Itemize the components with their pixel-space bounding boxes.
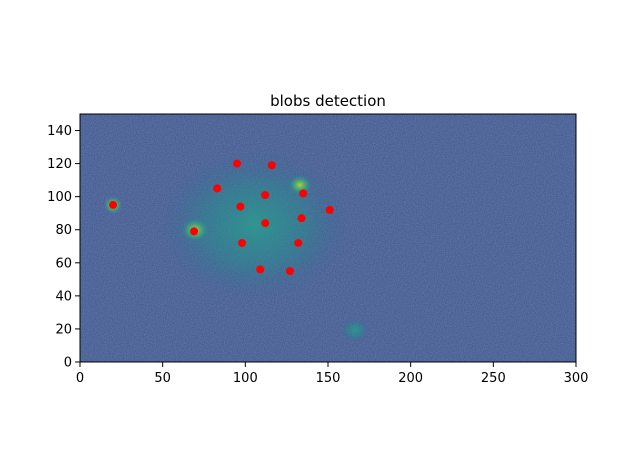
y-tick-label: 120 — [47, 157, 72, 172]
blob-point — [325, 205, 334, 214]
y-tick-label: 0 — [64, 356, 72, 371]
x-tick-label: 250 — [481, 371, 506, 386]
y-tick-label: 100 — [47, 190, 72, 205]
blob-point — [299, 189, 308, 198]
blob-point — [233, 159, 242, 168]
x-tick-label: 0 — [76, 371, 84, 386]
chart-title: blobs detection — [270, 92, 386, 110]
heatmap-image — [80, 114, 576, 362]
x-tick-label: 150 — [316, 371, 341, 386]
blob-point — [238, 238, 247, 247]
blob-point — [109, 200, 118, 209]
y-axis: 0 20 40 60 80 100 120 140 — [47, 124, 80, 371]
x-tick-label: 200 — [398, 371, 423, 386]
y-tick-label: 140 — [47, 124, 72, 139]
blob-point — [267, 161, 276, 170]
blob-point — [261, 219, 270, 228]
x-tick-label: 300 — [564, 371, 589, 386]
blob-markers — [109, 159, 334, 276]
blob-point — [190, 227, 199, 236]
blob-point — [261, 191, 270, 200]
y-tick-label: 60 — [55, 256, 72, 271]
blob-point — [213, 184, 222, 193]
blob-point — [256, 265, 265, 274]
blob-point — [236, 202, 245, 211]
x-tick-label: 50 — [154, 371, 171, 386]
y-tick-label: 40 — [55, 289, 72, 304]
blob-point — [294, 238, 303, 247]
x-axis: 0 50 100 150 200 250 300 — [76, 362, 589, 386]
blob-point — [285, 267, 294, 276]
blob-point — [297, 214, 306, 223]
x-tick-label: 100 — [233, 371, 258, 386]
y-tick-label: 20 — [55, 322, 72, 337]
y-tick-label: 80 — [55, 223, 72, 238]
